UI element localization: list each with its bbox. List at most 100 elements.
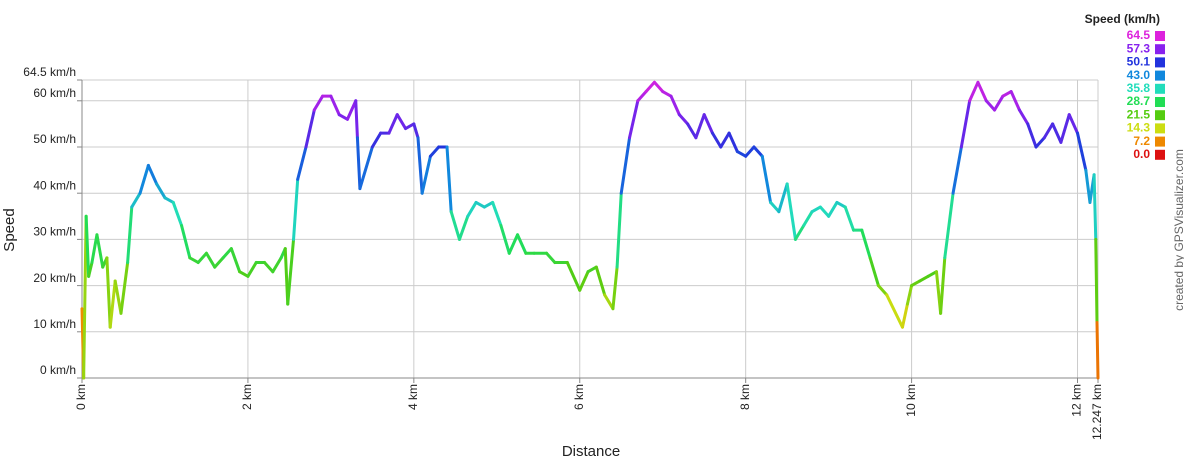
x-tick-label: 4 km	[406, 384, 420, 410]
line-segment	[885, 293, 904, 329]
line-segment	[1001, 90, 1013, 98]
line-segment	[545, 251, 557, 264]
line-segment	[702, 113, 714, 135]
line-segment	[412, 122, 420, 140]
line-segment	[482, 200, 495, 209]
line-segment	[445, 145, 453, 214]
line-segment	[694, 113, 706, 140]
line-segment	[611, 265, 619, 311]
line-segment	[370, 131, 383, 149]
line-segment	[876, 284, 889, 297]
line-segment	[719, 131, 731, 149]
legend-label: 35.8	[1127, 81, 1151, 95]
line-segment	[868, 256, 880, 288]
line-segment	[939, 256, 947, 315]
line-segment	[835, 200, 847, 209]
line-segment	[943, 191, 955, 260]
line-segment	[752, 145, 764, 158]
line-segment	[910, 279, 922, 288]
line-segment	[905, 284, 914, 306]
x-tick-label: 6 km	[572, 384, 586, 410]
line-segment	[976, 80, 988, 103]
line-segment	[180, 224, 192, 260]
line-segment	[594, 265, 607, 297]
legend-swatch	[1155, 31, 1165, 41]
line-segment	[1009, 90, 1021, 112]
legend-label: 50.1	[1127, 55, 1151, 69]
line-segment	[221, 247, 233, 260]
line-segment	[1034, 136, 1046, 149]
line-segment	[1067, 113, 1080, 135]
legend-label: 14.3	[1127, 121, 1151, 135]
line-segment	[163, 196, 175, 204]
line-segment	[760, 154, 773, 204]
legend-label: 43.0	[1127, 68, 1151, 82]
y-tick-label: 64.5 km/h	[23, 65, 76, 79]
line-segment	[769, 200, 781, 214]
line-segment	[793, 224, 806, 241]
line-segment	[1094, 237, 1099, 325]
y-tick-label: 20 km/h	[33, 271, 76, 285]
legend-label: 0.0	[1133, 147, 1150, 161]
line-segment	[1095, 321, 1100, 380]
line-segment	[636, 90, 648, 103]
line-segment	[1076, 131, 1088, 172]
y-axis-title: Speed	[1, 208, 18, 251]
line-segment	[578, 270, 590, 292]
line-segment	[229, 247, 242, 274]
line-segment	[1017, 108, 1030, 126]
line-segment	[993, 94, 1005, 112]
line-segment	[1026, 122, 1038, 149]
line-segment	[951, 145, 963, 195]
legend-label: 28.7	[1127, 94, 1151, 108]
legend-swatch	[1155, 110, 1165, 121]
line-segment	[827, 200, 839, 218]
line-segment	[727, 131, 739, 154]
line-segment	[735, 150, 748, 158]
line-segment	[428, 145, 441, 158]
line-segment	[918, 274, 930, 283]
line-segment	[810, 205, 822, 214]
line-segment	[615, 191, 623, 269]
legend-swatch	[1155, 97, 1165, 107]
line-segment	[119, 260, 130, 315]
legend-swatch	[1155, 149, 1165, 160]
x-tick-label: 10 km	[904, 384, 918, 417]
line-segment	[286, 237, 296, 306]
line-segment	[354, 99, 359, 140]
y-tick-label: 40 km/h	[33, 178, 76, 192]
line-segment	[661, 90, 673, 98]
line-segment	[474, 200, 486, 209]
line-segment	[416, 136, 424, 195]
line-segment	[565, 260, 582, 292]
line-segment	[312, 94, 325, 112]
line-segment	[188, 256, 200, 264]
x-tick-label: 8 km	[738, 384, 752, 410]
legend-label: 57.3	[1127, 41, 1151, 55]
line-segment	[900, 302, 909, 329]
line-segment	[710, 131, 723, 149]
x-tick-label: 12 km	[1070, 384, 1084, 417]
line-segment	[387, 113, 399, 135]
line-segment	[1092, 173, 1098, 241]
legend-swatch	[1155, 44, 1165, 55]
line-segment	[669, 94, 681, 117]
line-segment	[677, 113, 690, 126]
line-segment	[155, 182, 167, 200]
line-segment	[499, 224, 511, 255]
line-segment	[984, 99, 997, 112]
line-segment	[420, 154, 432, 195]
line-segment	[84, 214, 91, 278]
line-segment	[263, 260, 275, 274]
y-tick-label: 60 km/h	[33, 86, 76, 100]
line-segment	[196, 251, 208, 264]
line-segment	[628, 99, 640, 140]
line-segment	[777, 182, 789, 214]
line-segment	[126, 205, 134, 264]
y-tick-label: 10 km/h	[33, 317, 76, 331]
line-segment	[457, 214, 470, 241]
line-segment	[603, 293, 615, 311]
line-segment	[113, 279, 123, 315]
line-segment	[238, 270, 250, 278]
